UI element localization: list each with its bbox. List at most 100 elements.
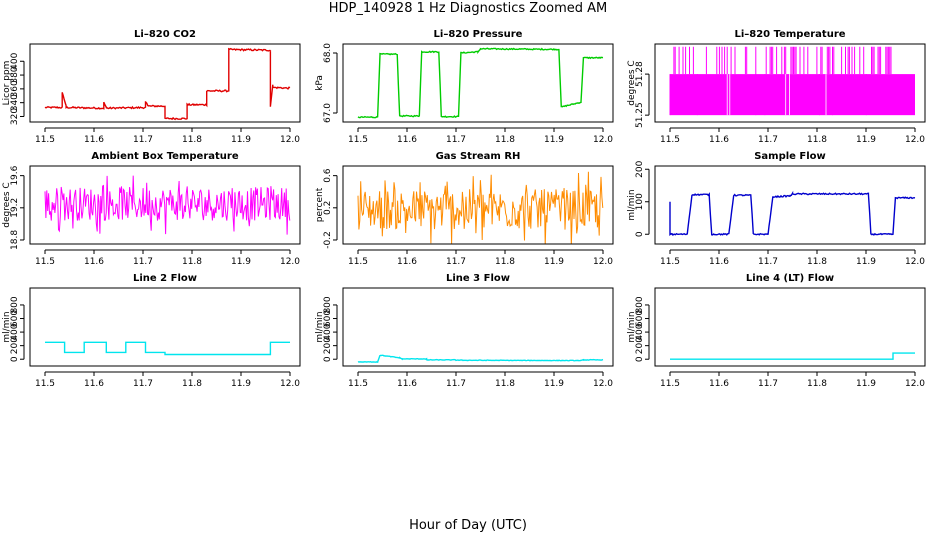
panel-line4: Line 4 (LT) Flow ml/min 11.5 11.6 11.7 11.8 11… (627, 273, 926, 389)
panel-temperature: Li–820 Temperature degrees C 11.5 11.6 11.7 1… (627, 29, 926, 145)
series-line (44, 47, 291, 121)
x-tick-label: 11.6 (84, 257, 104, 267)
y-tick-label: 800 (635, 296, 645, 313)
panel-line3: Line 3 Flow ml/min 11.5 11.6 11.7 11.8 11.9 12.… (315, 273, 614, 389)
plot-frame (29, 287, 301, 367)
panel-rh: Gas Stream RH percent 11.5 11.6 11.7 11.8 11.9… (315, 151, 614, 267)
y-tick-label: 400 (323, 323, 333, 340)
x-tick-label: 12.0 (280, 257, 300, 267)
x-tick-label: 11.9 (856, 257, 876, 267)
x-tick-label: 11.7 (446, 379, 466, 389)
x-tick-label: 12.0 (905, 379, 925, 389)
panel-title: Ambient Box Temperature (91, 151, 238, 162)
y-tick-label: 360 (10, 80, 20, 97)
y-tick-label: 51.28 (635, 61, 645, 87)
panel-title: Gas Stream RH (436, 151, 521, 162)
x-tick-label: 11.7 (133, 257, 153, 267)
panel-title: Line 3 Flow (446, 273, 510, 284)
panel-line2: Line 2 Flow ml/min 11.5 11.6 11.7 11.8 11.9 12.… (2, 273, 301, 389)
x-tick-label: 11.9 (856, 379, 876, 389)
x-tick-label: 11.7 (758, 379, 778, 389)
y-tick-label: 0 (635, 356, 645, 362)
x-tick-label: 12.0 (905, 257, 925, 267)
series-line (44, 175, 291, 235)
y-tick-label: -0.2 (323, 231, 333, 249)
x-tick-label: 12.0 (280, 379, 300, 389)
panel-title: Li–820 CO2 (134, 29, 196, 40)
x-tick-label: 11.8 (182, 257, 202, 267)
plot-frame (342, 165, 614, 245)
y-tick-label: 51.25 (635, 102, 645, 128)
x-tick-label: 12.0 (905, 135, 925, 145)
x-tick-label: 11.5 (660, 257, 680, 267)
plot-frame (29, 165, 301, 245)
x-tick-label: 11.9 (231, 135, 251, 145)
x-tick-label: 11.9 (231, 379, 251, 389)
panel-pressure: Li–820 Pressure kPa 11.5 11.6 11.7 11.8 11.9 12… (315, 29, 614, 145)
x-tick-label: 11.8 (495, 379, 515, 389)
x-tick-label: 11.6 (397, 135, 417, 145)
x-tick-label: 11.6 (397, 379, 417, 389)
x-tick-label: 11.6 (84, 379, 104, 389)
x-tick-label: 12.0 (280, 135, 300, 145)
y-tick-label: 200 (635, 160, 645, 177)
y-tick-label: 100 (635, 193, 645, 210)
panel-title: Line 2 Flow (133, 273, 197, 284)
y-axis-label: ml/min (315, 311, 325, 342)
x-tick-label: 11.5 (35, 135, 55, 145)
plot-frame (654, 287, 926, 367)
x-tick-label: 11.9 (544, 379, 564, 389)
x-tick-label: 11.6 (709, 379, 729, 389)
panel-title: Li–820 Temperature (734, 29, 845, 40)
y-axis-label: Licor ppm (2, 61, 12, 106)
x-tick-label: 11.5 (660, 379, 680, 389)
x-tick-label: 11.9 (544, 257, 564, 267)
y-tick-label: 320 (10, 108, 20, 125)
x-tick-label: 11.5 (660, 135, 680, 145)
x-tick-label: 11.8 (182, 135, 202, 145)
x-tick-label: 11.5 (348, 257, 368, 267)
x-tick-label: 11.5 (35, 379, 55, 389)
y-tick-label: 19.2 (10, 198, 20, 218)
x-tick-label: 11.6 (84, 135, 104, 145)
series-line (357, 171, 604, 244)
y-tick-label: 400 (635, 323, 645, 340)
y-tick-label: 600 (10, 310, 20, 327)
y-tick-label: 800 (323, 296, 333, 313)
panel-title: Line 4 (LT) Flow (746, 273, 834, 284)
x-tick-label: 11.7 (446, 135, 466, 145)
y-tick-label: 600 (323, 310, 333, 327)
x-tick-label: 11.8 (495, 135, 515, 145)
plot-frame (342, 287, 614, 367)
x-tick-label: 11.9 (231, 257, 251, 267)
y-tick-label: 68.0 (323, 43, 333, 63)
y-tick-label: 18.8 (10, 230, 20, 250)
y-tick-label: 400 (10, 52, 20, 69)
y-tick-label: 67.0 (323, 103, 333, 123)
x-tick-label: 11.8 (807, 379, 827, 389)
y-tick-label: 0 (10, 356, 20, 362)
y-axis-label: degrees C (2, 182, 12, 227)
panel-co2: Li–820 CO2 Licor ppm 11.5 11.6 11.7 11.8 11.9 1… (2, 29, 301, 145)
series-line (669, 190, 916, 237)
y-tick-label: 0.2 (323, 201, 333, 215)
y-tick-label: 400 (10, 323, 20, 340)
panel-ambient: Ambient Box Temperature degrees C 11.5 11.6… (2, 151, 301, 267)
plot-frame (29, 43, 301, 123)
panel-title: Li–820 Pressure (434, 29, 523, 40)
x-tick-label: 12.0 (593, 135, 613, 145)
y-tick-label: 200 (635, 337, 645, 354)
x-tick-label: 12.0 (593, 257, 613, 267)
y-tick-label: 200 (10, 337, 20, 354)
panel-title: Sample Flow (754, 151, 826, 162)
series-line (357, 47, 604, 119)
x-tick-label: 11.6 (709, 135, 729, 145)
y-tick-label: 0.6 (323, 168, 333, 183)
x-tick-label: 11.8 (182, 379, 202, 389)
x-tick-label: 11.7 (133, 135, 153, 145)
y-tick-label: 800 (10, 296, 20, 313)
series-line (45, 341, 290, 356)
y-tick-label: 0 (323, 356, 333, 362)
y-axis-label: kPa (315, 75, 325, 91)
